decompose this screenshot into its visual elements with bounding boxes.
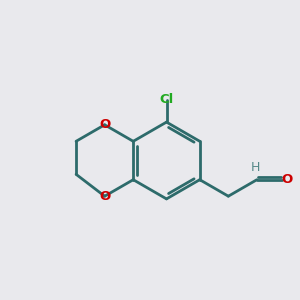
Text: O: O	[99, 190, 110, 203]
Text: Cl: Cl	[159, 93, 174, 106]
Text: O: O	[281, 173, 292, 186]
Text: O: O	[99, 118, 110, 131]
Text: H: H	[251, 160, 260, 174]
